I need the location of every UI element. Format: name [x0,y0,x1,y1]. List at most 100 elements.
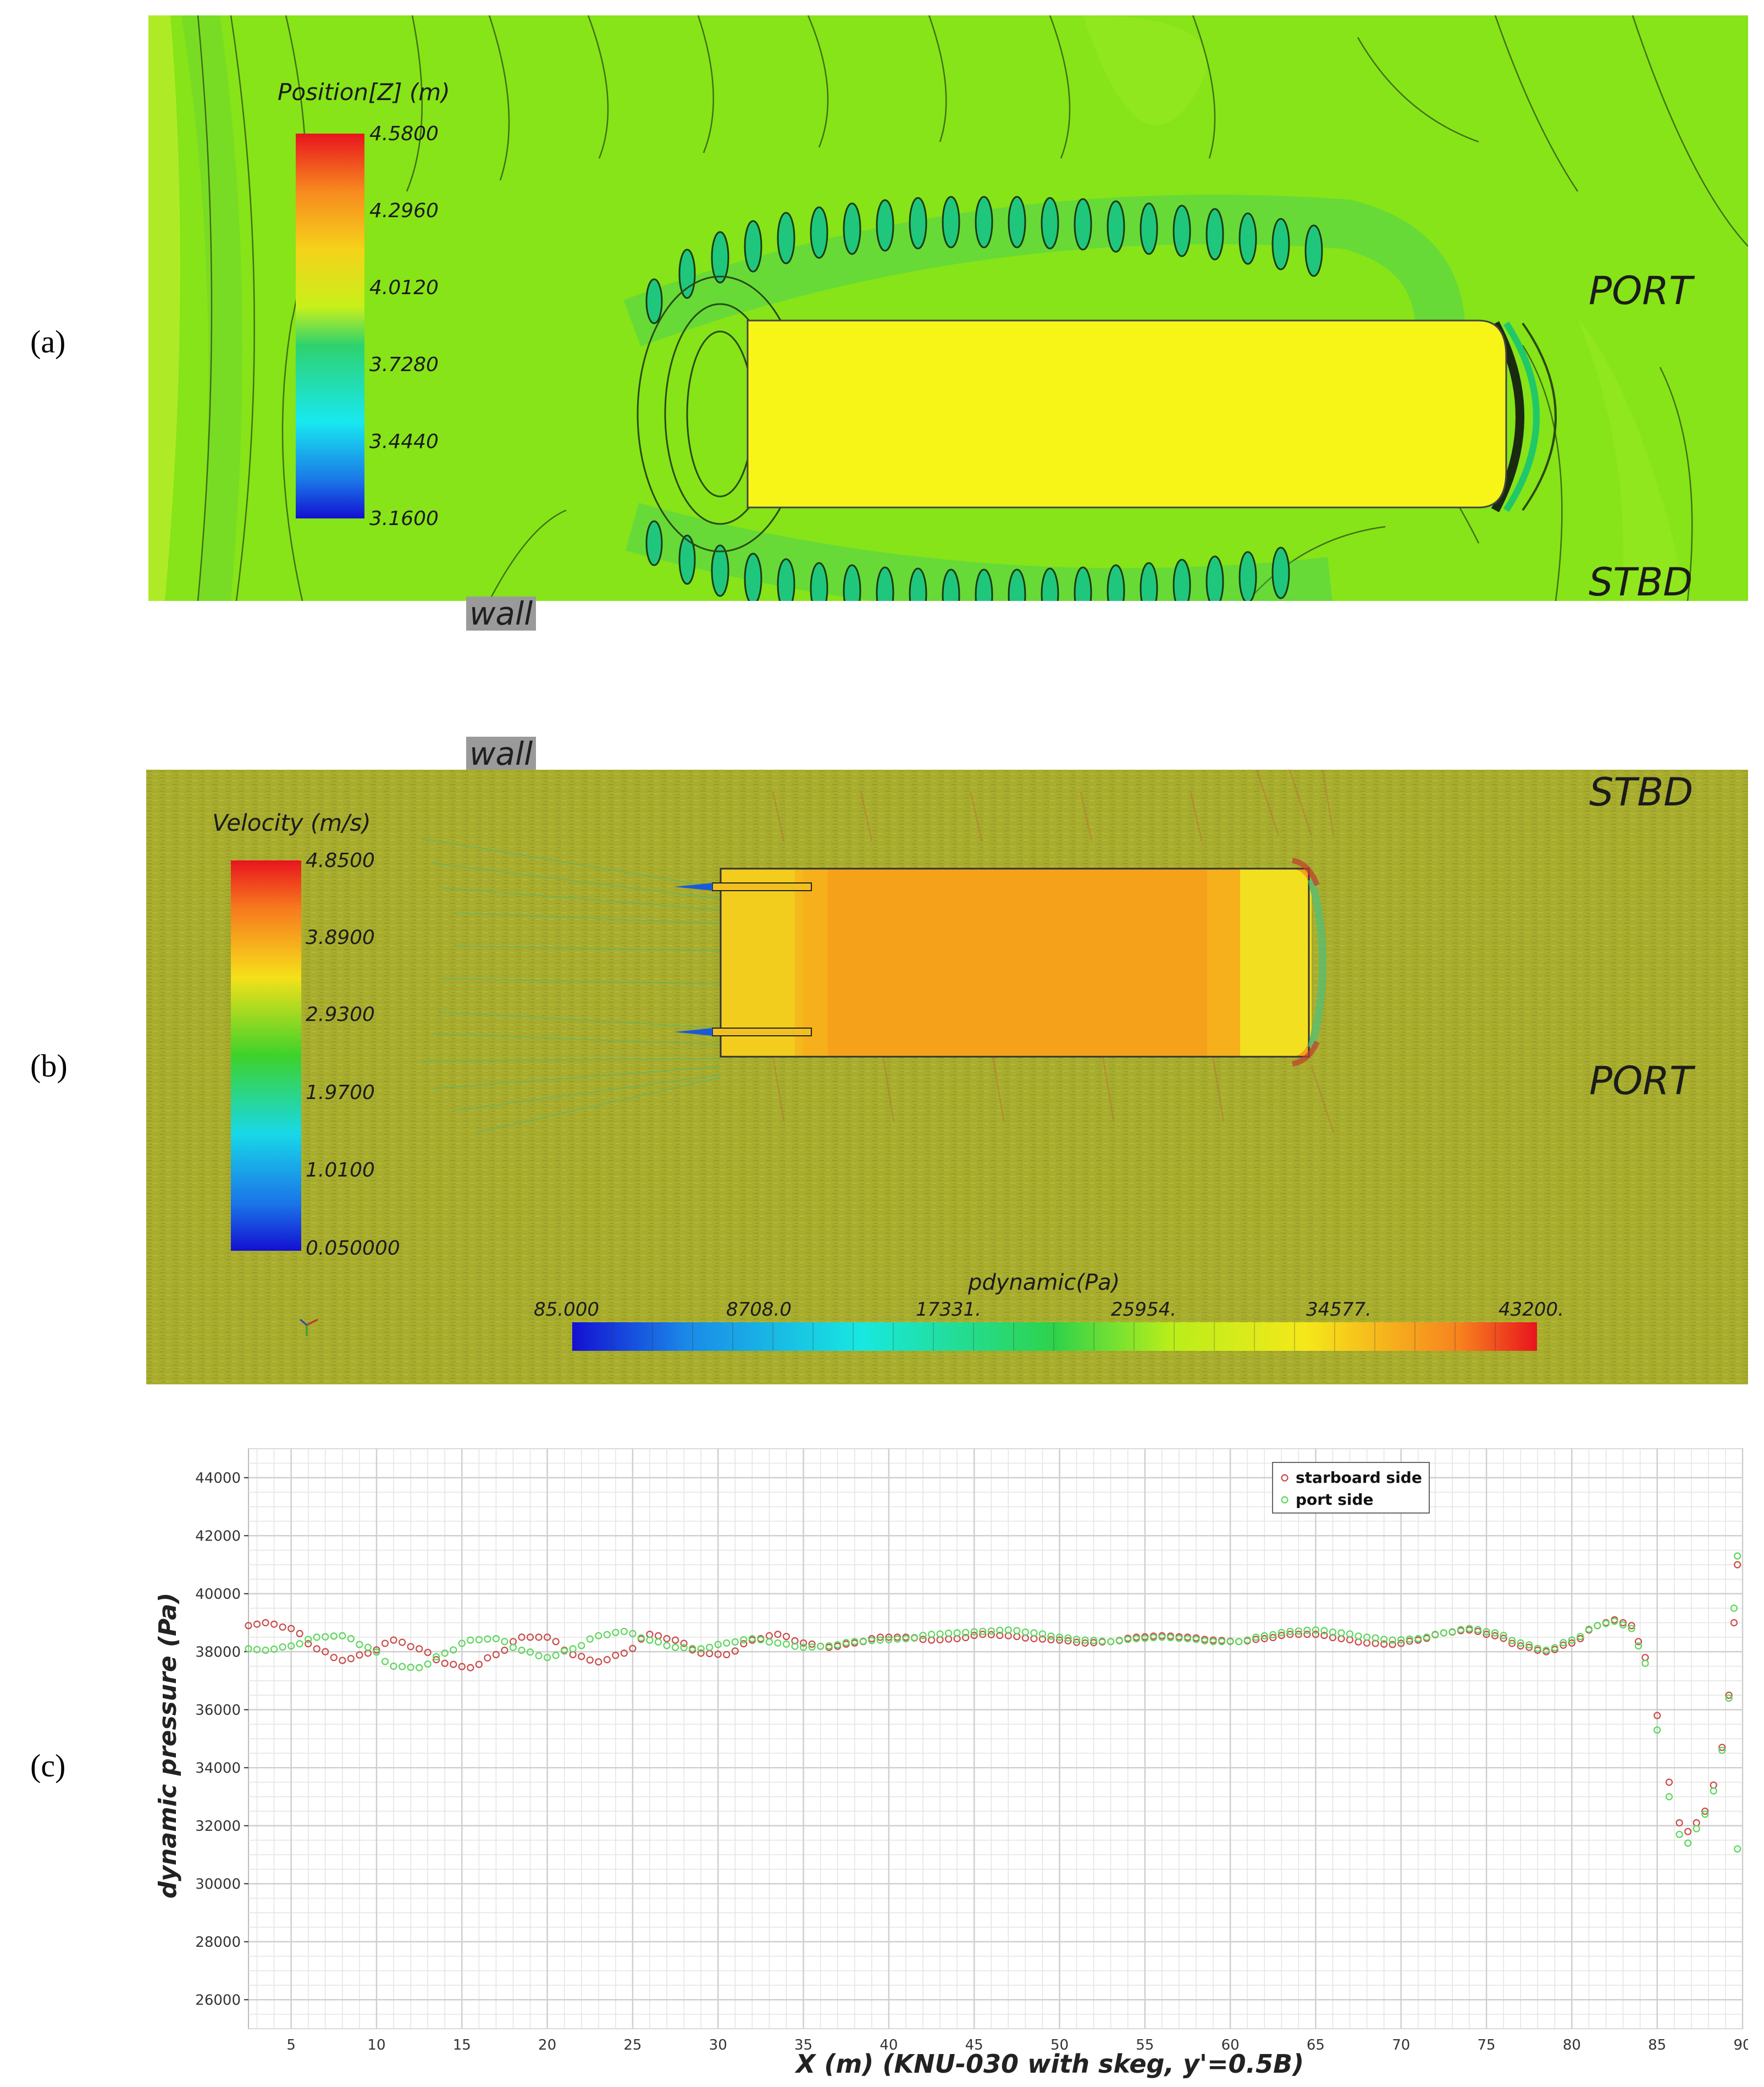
data-point [1440,1629,1447,1637]
data-point [757,1636,765,1644]
data-point [748,1635,756,1643]
data-point [424,1648,432,1657]
data-point [1448,1628,1456,1636]
chart-series [245,1552,1741,1853]
data-point [902,1635,910,1643]
data-point [407,1664,414,1671]
data-point [697,1645,705,1653]
data-point [782,1632,790,1641]
data-point [270,1646,278,1653]
x-tick-label: 35 [794,2037,812,2053]
data-point [1577,1635,1584,1643]
velocity-tick: 4.8500 [306,849,375,872]
data-point [1542,1647,1550,1654]
x-tick-label: 10 [367,2037,385,2053]
data-point [1734,1552,1741,1560]
data-point [1517,1639,1524,1647]
data-point [1641,1659,1649,1667]
x-tick-label: 50 [1050,2037,1069,2053]
data-point [970,1628,978,1636]
data-point [1534,1644,1541,1652]
data-point [799,1643,808,1651]
elevation-tick: 3.1600 [369,507,439,530]
data-point [1030,1629,1038,1637]
data-point [475,1660,483,1668]
data-point [595,1632,602,1639]
data-point [330,1632,338,1640]
data-point [825,1642,833,1650]
data-point [1710,1787,1717,1795]
data-point [1602,1620,1610,1627]
data-point [876,1636,884,1644]
x-tick-label: 45 [965,2037,983,2053]
x-tick-label: 60 [1221,2037,1240,2053]
data-point [398,1663,406,1670]
data-point [458,1639,466,1647]
data-point [1038,1635,1047,1643]
x-tick-label: 75 [1478,2037,1496,2053]
data-point [381,1639,389,1647]
data-point [1372,1634,1379,1642]
data-point [996,1631,1004,1639]
data-point [808,1640,816,1648]
data-point [518,1633,526,1641]
pressure-tick: 43200. [1498,1299,1564,1321]
elevation-tick: 3.4440 [369,430,439,453]
data-point [680,1644,688,1652]
data-point [373,1648,380,1656]
data-point [1252,1636,1260,1643]
data-point [1090,1637,1098,1644]
pressure-tick: 25954. [1111,1299,1176,1321]
data-point [1021,1628,1029,1636]
data-point [1397,1636,1405,1644]
data-point [1278,1631,1285,1639]
data-point [671,1643,679,1651]
data-point [586,1656,594,1664]
data-point [501,1638,508,1646]
x-tick-label: 5 [286,2037,296,2053]
data-point [450,1660,457,1668]
starboard-side-label: STBD [1589,770,1694,815]
y-tick-label: 28000 [195,1934,241,1951]
data-point [1568,1639,1575,1647]
data-point [475,1636,483,1644]
y-tick-label: 38000 [195,1644,241,1660]
data-point [1611,1617,1618,1625]
x-tick-label: 30 [709,2037,727,2053]
wake-streaks [421,838,721,1133]
data-point [944,1630,953,1637]
data-point [962,1628,970,1636]
data-point [552,1652,560,1659]
data-point [467,1664,474,1671]
data-point [885,1633,893,1641]
data-point [364,1643,372,1651]
data-point [953,1629,961,1637]
data-point [1560,1641,1567,1649]
data-point [1312,1626,1320,1634]
data-point [629,1630,637,1637]
data-point [765,1638,773,1646]
data-point [1192,1636,1200,1643]
data-point [1013,1627,1021,1635]
data-point [1483,1631,1490,1638]
data-point [1701,1810,1709,1818]
y-tick-label: 44000 [195,1470,241,1487]
data-point [1090,1639,1098,1647]
y-tick-label: 32000 [195,1818,241,1835]
data-point [1594,1622,1601,1630]
data-point [782,1640,790,1648]
data-point [1260,1635,1268,1643]
data-point [1072,1638,1081,1646]
data-point [1675,1830,1683,1838]
port-side-label: PORT [1589,268,1693,313]
data-point [1517,1642,1524,1650]
y-tick-label: 34000 [195,1760,241,1776]
chart-grid [248,1448,1744,2029]
data-point [774,1639,782,1647]
y-tick-label: 42000 [195,1528,241,1544]
data-point [441,1659,449,1667]
data-point [1654,1726,1661,1734]
panel-b-label: (b) [30,1048,68,1084]
data-point [1004,1626,1012,1634]
bow-streaks [772,770,1335,1133]
